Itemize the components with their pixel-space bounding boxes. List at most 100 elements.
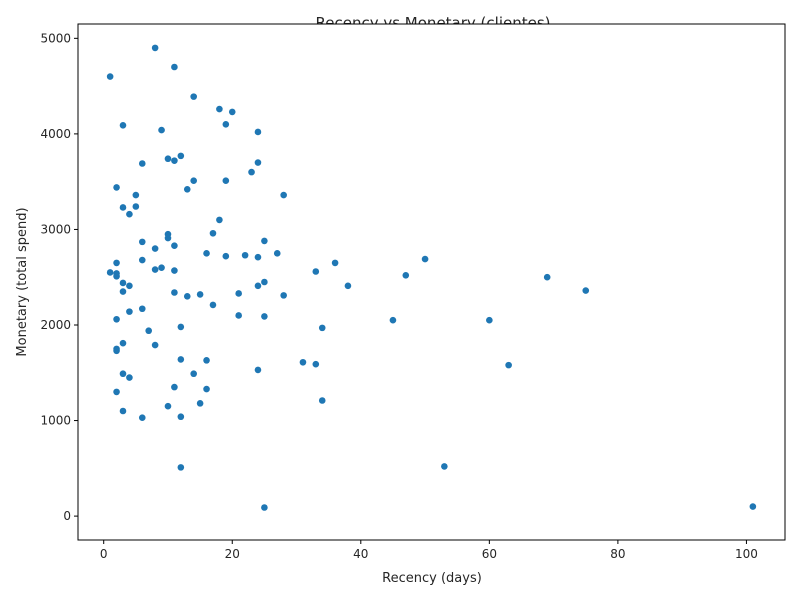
data-point xyxy=(164,155,172,163)
data-point xyxy=(209,229,217,237)
data-point xyxy=(183,293,191,300)
data-point xyxy=(177,356,185,363)
data-point xyxy=(158,126,165,134)
y-axis-label: Monetary (total spend) xyxy=(15,207,30,356)
data-point xyxy=(106,269,114,276)
data-point xyxy=(749,503,757,510)
y-tick-label: 3000 xyxy=(40,222,71,236)
data-point xyxy=(209,301,217,309)
data-point xyxy=(312,268,320,275)
data-point xyxy=(113,347,120,355)
data-point xyxy=(248,168,255,176)
data-point xyxy=(119,288,127,295)
data-point xyxy=(151,266,159,273)
data-point xyxy=(119,121,127,129)
data-point xyxy=(254,366,262,374)
data-point xyxy=(151,44,159,52)
data-point xyxy=(119,279,127,287)
data-point xyxy=(113,259,120,267)
data-point xyxy=(203,250,210,257)
data-point xyxy=(190,177,197,185)
data-point xyxy=(582,287,590,294)
data-point xyxy=(254,282,262,290)
data-point xyxy=(113,388,120,396)
x-axis-ticks: 0 20 40 60 80 100 xyxy=(100,540,758,561)
data-point xyxy=(486,316,493,324)
data-points xyxy=(106,44,757,511)
data-point xyxy=(421,255,429,263)
data-point xyxy=(216,105,223,113)
data-point xyxy=(344,282,352,290)
x-tick-label: 0 xyxy=(100,547,108,561)
data-point xyxy=(543,273,551,281)
data-point xyxy=(318,397,326,404)
data-point xyxy=(138,238,146,246)
data-point xyxy=(222,177,230,185)
data-point xyxy=(196,291,204,298)
data-point xyxy=(132,203,140,210)
data-point xyxy=(177,323,185,331)
data-point xyxy=(254,253,262,261)
data-point xyxy=(261,504,268,511)
data-point xyxy=(177,413,185,421)
data-point xyxy=(254,159,262,166)
data-point xyxy=(113,272,120,280)
data-point xyxy=(203,357,210,364)
y-tick-label: 2000 xyxy=(40,318,71,332)
data-point xyxy=(138,414,146,421)
data-point xyxy=(389,316,397,324)
data-point xyxy=(171,289,178,296)
y-tick-label: 0 xyxy=(63,509,71,523)
data-point xyxy=(318,324,326,332)
data-point xyxy=(402,272,410,279)
data-point xyxy=(113,315,120,323)
data-point xyxy=(119,339,127,347)
data-point xyxy=(261,278,268,286)
data-point xyxy=(151,245,159,252)
y-tick-label: 1000 xyxy=(40,414,71,428)
plot-area: 0 20 40 60 80 100 0 1000 2000 3000 4000 5000 xyxy=(40,23,786,561)
data-point xyxy=(222,252,230,260)
data-point xyxy=(312,360,320,368)
data-point xyxy=(190,93,197,100)
data-point xyxy=(441,463,448,470)
y-axis-ticks: 0 1000 2000 3000 4000 5000 xyxy=(40,31,78,523)
data-point xyxy=(119,204,127,211)
data-point xyxy=(235,290,242,297)
x-tick-label: 40 xyxy=(353,547,368,561)
data-point xyxy=(196,400,204,407)
data-point xyxy=(241,251,249,259)
x-axis-label: Recency (days) xyxy=(382,571,482,586)
data-point xyxy=(126,308,133,315)
data-point xyxy=(171,157,178,164)
data-point xyxy=(203,385,210,393)
data-point xyxy=(190,370,197,378)
data-point xyxy=(151,341,159,349)
data-point xyxy=(113,184,120,191)
y-tick-label: 4000 xyxy=(40,127,71,141)
data-point xyxy=(171,383,178,391)
data-point xyxy=(254,128,262,136)
data-point xyxy=(158,264,165,271)
data-point xyxy=(183,186,191,193)
y-tick-label: 5000 xyxy=(40,31,71,45)
data-point xyxy=(222,121,230,128)
data-point xyxy=(164,402,172,410)
data-point xyxy=(119,370,127,378)
data-point xyxy=(273,250,281,257)
data-point xyxy=(132,191,140,199)
data-point xyxy=(216,216,223,224)
data-point xyxy=(138,305,146,313)
data-point xyxy=(177,464,185,471)
data-point xyxy=(171,267,178,274)
data-point xyxy=(505,361,512,369)
data-point xyxy=(177,152,185,160)
x-tick-label: 60 xyxy=(482,547,497,561)
data-point xyxy=(171,63,178,71)
data-point xyxy=(299,358,307,366)
data-point xyxy=(126,374,133,381)
x-tick-label: 20 xyxy=(225,547,240,561)
data-point xyxy=(331,259,339,267)
data-point xyxy=(171,242,178,249)
